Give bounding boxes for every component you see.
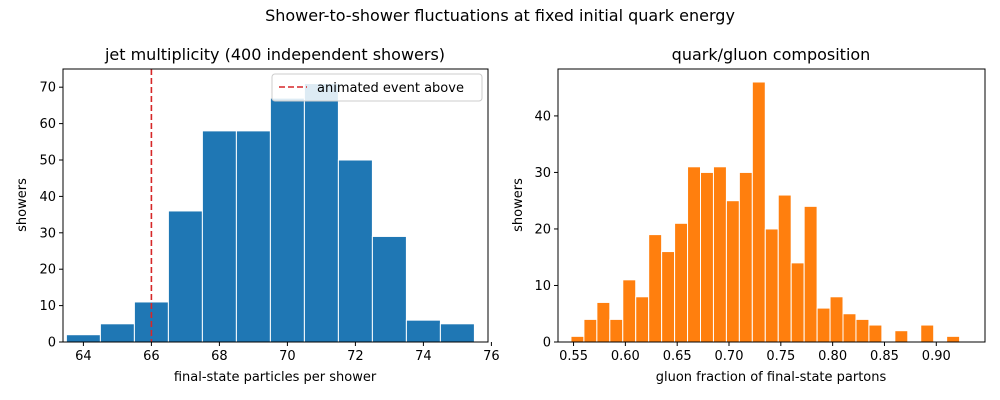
histogram-bar — [570, 335, 585, 343]
x-tick-label: 66 — [143, 349, 160, 364]
gluon-fraction-x-axis-label: gluon fraction of final-state partons — [656, 370, 887, 385]
x-tick-label: 0.90 — [922, 349, 951, 364]
histogram-bar — [803, 205, 818, 343]
histogram-bar — [371, 235, 407, 343]
histogram-bar — [920, 324, 935, 343]
multiplicity-x-ticks: 64 66 68 70 72 74 76 — [75, 342, 500, 364]
legend-box — [271, 73, 483, 102]
histogram-bar — [337, 159, 373, 343]
gluon-fraction-histogram-panel: quark/gluon composition 0.55 0.60 0.65 0.70… — [511, 45, 986, 385]
figure-title: Shower-to-shower fluctuations at fixed i… — [265, 6, 735, 25]
histogram-bar — [583, 318, 598, 343]
multiplicity-x-axis-label: final-state particles per shower — [174, 370, 377, 385]
x-tick-label: 0.60 — [611, 349, 640, 364]
histogram-bar — [269, 97, 305, 343]
histogram-bar — [764, 228, 779, 343]
multiplicity-y-axis-label: showers — [15, 178, 30, 232]
y-tick-label: 50 — [39, 154, 56, 169]
histogram-bar — [725, 200, 740, 343]
gluon-fraction-y-axis-label: showers — [511, 178, 526, 232]
gluon-fraction-x-ticks: 0.55 0.60 0.65 0.70 0.75 0.80 0.85 0.90 — [559, 342, 951, 364]
histogram-bar — [712, 166, 727, 343]
histogram-bar — [609, 318, 624, 343]
y-tick-label: 0 — [48, 336, 56, 351]
histogram-bar — [842, 313, 857, 343]
legend-entry-label: animated event above — [317, 81, 464, 96]
x-tick-label: 72 — [347, 349, 364, 364]
histogram-bar — [405, 319, 441, 343]
x-tick-label: 0.75 — [766, 349, 795, 364]
multiplicity-chart-title: jet multiplicity (400 independent shower… — [104, 45, 445, 64]
y-tick-label: 10 — [534, 279, 551, 294]
histogram-bar — [868, 324, 883, 343]
histogram-bar — [99, 323, 135, 343]
histogram-bar — [674, 222, 689, 343]
y-tick-label: 40 — [39, 190, 56, 205]
x-tick-label: 68 — [211, 349, 228, 364]
y-tick-label: 10 — [39, 299, 56, 314]
histogram-bar — [622, 279, 637, 343]
multiplicity-bars — [65, 83, 475, 343]
x-tick-label: 0.55 — [559, 349, 588, 364]
y-tick-label: 30 — [534, 166, 551, 181]
x-tick-label: 0.65 — [663, 349, 692, 364]
multiplicity-legend: animated event above — [271, 73, 483, 102]
x-tick-label: 64 — [75, 349, 92, 364]
histogram-bar — [303, 83, 339, 343]
histogram-bar — [661, 251, 676, 343]
y-tick-label: 70 — [39, 81, 56, 96]
x-tick-label: 74 — [415, 349, 432, 364]
y-tick-label: 60 — [39, 117, 56, 132]
multiplicity-histogram-panel: jet multiplicity (400 independent shower… — [15, 45, 500, 385]
gluon-fraction-plot-frame — [557, 68, 986, 343]
gluon-fraction-chart-title: quark/gluon composition — [672, 45, 871, 64]
histogram-bar — [235, 130, 271, 343]
y-tick-label: 30 — [39, 226, 56, 241]
histogram-bar — [855, 318, 870, 343]
gluon-fraction-y-ticks: 0 10 20 30 40 — [534, 109, 558, 351]
histogram-bar — [65, 334, 101, 343]
y-tick-label: 0 — [543, 336, 551, 351]
y-tick-label: 20 — [534, 222, 551, 237]
y-tick-label: 20 — [39, 263, 56, 278]
gluon-fraction-bars — [570, 81, 961, 343]
histogram-bar — [201, 130, 237, 343]
multiplicity-plot-frame — [62, 68, 489, 343]
x-tick-label: 70 — [279, 349, 296, 364]
histogram-bar — [816, 307, 831, 343]
histogram-bar — [751, 81, 766, 343]
histogram-bar — [738, 171, 753, 343]
histogram-bar — [829, 296, 844, 343]
histogram-bar — [687, 166, 702, 343]
y-tick-label: 40 — [534, 109, 551, 124]
x-tick-label: 76 — [483, 349, 500, 364]
histogram-bar — [635, 296, 650, 343]
x-tick-label: 0.85 — [870, 349, 899, 364]
histogram-bar — [648, 234, 663, 343]
x-tick-label: 0.70 — [715, 349, 744, 364]
histogram-bar — [167, 210, 203, 343]
histogram-bar — [439, 323, 475, 343]
histogram-bar — [700, 171, 714, 343]
x-tick-label: 0.80 — [818, 349, 847, 364]
histogram-bar — [894, 330, 909, 343]
histogram-bar — [946, 335, 961, 343]
histogram-bar — [777, 194, 792, 343]
histogram-bar — [790, 262, 805, 343]
multiplicity-y-ticks: 0 10 20 30 40 50 60 70 — [39, 81, 63, 351]
histogram-bar — [596, 301, 611, 343]
